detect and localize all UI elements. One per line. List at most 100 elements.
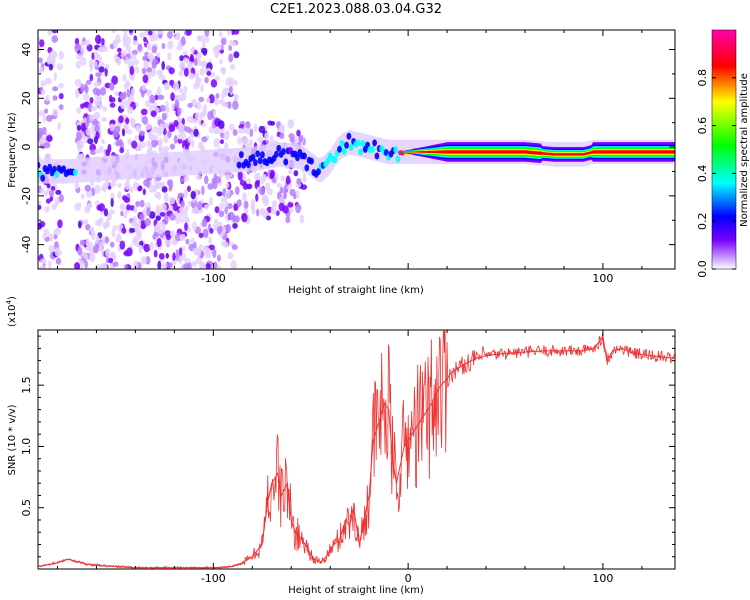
heatmap-cell <box>179 217 184 224</box>
heatmap-cell <box>293 170 299 177</box>
heatmap-cell <box>159 211 166 217</box>
heatmap-cell <box>238 151 244 159</box>
heatmap-cell <box>215 93 220 100</box>
heatmap-cell <box>190 261 198 267</box>
snr-point <box>306 546 308 548</box>
heatmap-cell <box>242 182 249 190</box>
heatmap-cell <box>267 188 273 196</box>
heatmap-cell <box>194 206 198 212</box>
heatmap-cell <box>174 233 182 242</box>
heatmap-cell <box>142 55 148 62</box>
heatmap-cell <box>40 188 45 195</box>
snr-point <box>598 341 600 343</box>
snr-point <box>485 355 487 357</box>
heatmap-cell <box>198 232 204 239</box>
snr-point <box>310 553 312 555</box>
heatmap-cell <box>140 108 148 116</box>
snr-point <box>407 439 409 441</box>
heatmap-cell <box>135 201 140 207</box>
heatmap-cell <box>182 50 188 57</box>
heatmap-cell <box>112 261 119 267</box>
heatmap-cell <box>220 92 226 100</box>
heatmap-cell <box>118 115 124 124</box>
heatmap-cell <box>228 123 235 131</box>
heatmap-cell <box>183 57 188 63</box>
heatmap-cell <box>122 73 127 82</box>
heatmap-cell <box>126 204 131 211</box>
heatmap-cell <box>195 247 201 257</box>
heatmap-cell <box>163 145 170 152</box>
heatmap-cell <box>80 103 85 109</box>
snr-point <box>563 350 565 352</box>
heatmap-cell <box>225 182 230 188</box>
snr-point <box>495 353 497 356</box>
heatmap-cell <box>147 30 153 36</box>
snr-point <box>475 357 477 359</box>
heatmap-cell <box>188 72 195 80</box>
heatmap-cell <box>109 241 115 248</box>
ridge-band <box>398 150 675 156</box>
heatmap-cell <box>242 137 249 145</box>
heatmap-cell <box>172 252 176 261</box>
heatmap-cell <box>44 108 49 114</box>
heatmap-cell <box>252 159 258 167</box>
snr-ytick-label: 1.0 <box>20 438 33 456</box>
heatmap-cell <box>302 172 307 183</box>
heatmap-cell <box>339 140 345 148</box>
heatmap-cell <box>134 135 138 141</box>
heatmap-cell <box>108 94 113 103</box>
heatmap-cell <box>121 227 127 234</box>
snr-point <box>631 352 633 354</box>
snr-point <box>267 500 269 503</box>
snr-point <box>438 387 440 389</box>
heatmap-cell <box>156 52 161 58</box>
heatmap-cell <box>169 79 175 86</box>
snr-point <box>95 564 98 566</box>
heatmap-cell <box>190 47 195 54</box>
heatmap-cell <box>189 53 194 63</box>
heatmap-cell <box>215 44 222 51</box>
heatmap-cell <box>80 83 85 93</box>
snr-point <box>434 394 436 396</box>
heatmap-cell <box>99 216 104 224</box>
colorbar-tick-label: 0.0 <box>696 260 709 278</box>
heatmap-cell <box>175 216 181 225</box>
snr-point <box>543 350 546 352</box>
snr-point <box>115 565 117 568</box>
heatmap-cell <box>208 196 213 206</box>
snr-point <box>391 458 394 460</box>
heatmap-cell <box>93 60 98 67</box>
heatmap-cell <box>161 186 168 193</box>
heatmap-cell <box>200 261 206 269</box>
heatmap-cell <box>148 133 154 142</box>
heatmap-cell <box>51 203 57 211</box>
snr-point <box>251 556 253 558</box>
heatmap-cell <box>135 124 142 132</box>
heatmap-cell <box>235 186 240 195</box>
heatmap-cell <box>213 173 218 181</box>
heatmap-cell <box>169 143 176 150</box>
heatmap-cell <box>219 58 223 65</box>
heatmap-cell <box>124 264 128 269</box>
heatmap-cell <box>158 74 166 81</box>
heatmap-cell <box>298 135 304 143</box>
snr-point <box>456 368 458 370</box>
heatmap-cell <box>152 68 156 75</box>
heatmap-cell <box>220 132 225 139</box>
heatmap-cell <box>212 109 217 117</box>
heatmap-cell <box>186 185 191 192</box>
heatmap-cell <box>90 124 94 131</box>
heatmap-cell <box>242 192 247 202</box>
heatmap-cell <box>146 206 151 217</box>
heatmap-cell <box>140 256 147 265</box>
heatmap-cell <box>285 175 291 185</box>
heatmap-cell <box>207 183 214 190</box>
heatmap-cell <box>122 124 129 131</box>
heatmap-cell <box>115 34 121 43</box>
snr-series-line <box>38 334 675 569</box>
spectrogram-ytick-label: -40 <box>20 236 33 254</box>
spectrogram-ytick-label: 40 <box>20 43 33 57</box>
snr-line-layer <box>38 330 675 569</box>
heatmap-cell <box>295 154 300 162</box>
heatmap-cell <box>131 140 138 149</box>
